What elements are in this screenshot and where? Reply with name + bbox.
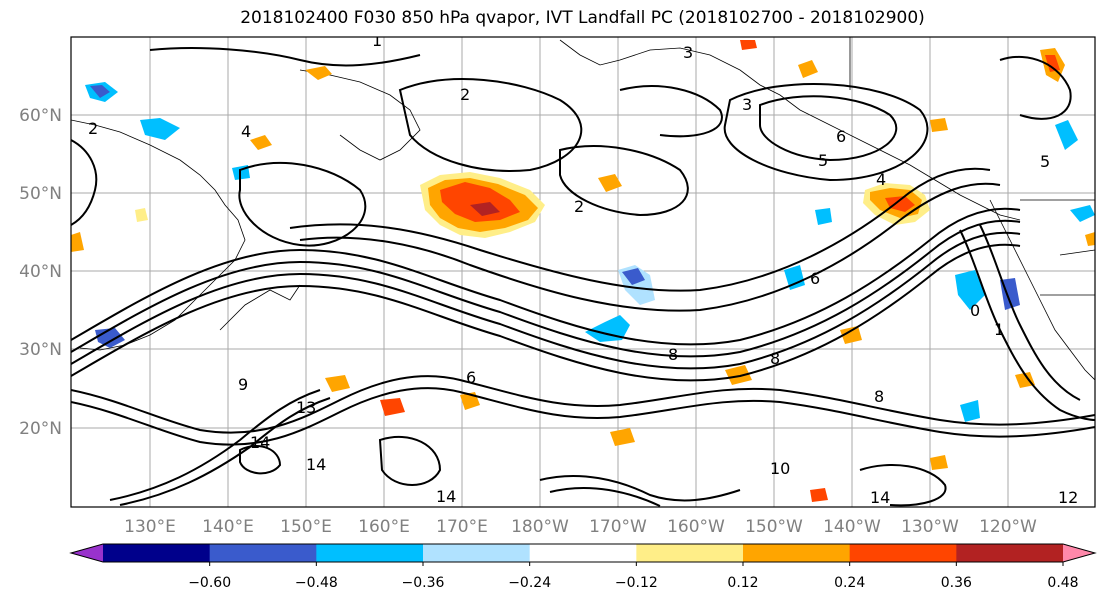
contour-label: 5: [1040, 152, 1050, 171]
colorbar-tick-labels: −0.60 −0.48 −0.36 −0.24 −0.12 0.12 0.24 0.36 0.4…: [188, 575, 1078, 591]
contour-label: 3: [742, 95, 752, 114]
contour-label: 12: [1058, 488, 1078, 507]
colorbar-tick-label: −0.48: [295, 575, 338, 591]
colorbar-outline: [69, 543, 1097, 563]
ivt-contours: [71, 47, 1095, 507]
contour-label: 6: [836, 127, 846, 146]
lon-label: 140°E: [202, 517, 254, 537]
contour-label: 8: [668, 345, 678, 364]
colorbar-segment: [529, 544, 637, 562]
contour-label: 4: [876, 170, 886, 189]
lon-label: 130°E: [124, 517, 176, 537]
colorbar-tick-label: −0.24: [508, 575, 551, 591]
colorbar-segment: [849, 544, 957, 562]
contour-label: 1: [994, 320, 1004, 339]
contour-label: 6: [466, 368, 476, 387]
contour-label: 1: [372, 31, 382, 50]
colorbar-segment: [71, 544, 103, 562]
lon-label: 130°W: [901, 517, 959, 537]
contour-label: 10: [770, 459, 790, 478]
colorbar-tick-label: 0.12: [727, 575, 758, 591]
contour-label: 2: [88, 119, 98, 138]
lon-label: 140°W: [823, 517, 881, 537]
colorbar-segment: [956, 544, 1064, 562]
contour-label: 14: [306, 455, 326, 474]
map-title: 2018102400 F030 850 hPa qvapor, IVT Land…: [240, 8, 925, 28]
lat-label-20n: 20°N: [19, 419, 62, 439]
lon-label: 120°W: [979, 517, 1037, 537]
lon-label: 160°E: [358, 517, 410, 537]
lon-label: 170°W: [589, 517, 647, 537]
colorbar: [69, 543, 1097, 566]
contour-label: 2: [460, 85, 470, 104]
contour-label: 3: [683, 43, 693, 62]
contour-label: 0: [970, 301, 980, 320]
latitude-labels: 60°N 50°N 40°N 30°N 20°N: [19, 106, 62, 439]
colorbar-segment: [209, 544, 317, 562]
colorbar-segment: [316, 544, 424, 562]
contour-label: 14: [870, 488, 890, 507]
colorbar-segment: [743, 544, 851, 562]
lon-label: 160°W: [667, 517, 725, 537]
colorbar-tick-label: −0.12: [615, 575, 658, 591]
contour-labels: 1 3 3 2 4 6 5 4 2 2 6 8 6 9 13 14 14 14 …: [88, 31, 1078, 507]
coastlines: [71, 37, 1095, 381]
lon-label: 150°E: [280, 517, 332, 537]
colorbar-tick-label: −0.60: [188, 575, 231, 591]
colorbar-tick-label: 0.24: [834, 575, 865, 591]
colorbar-tick-label: 0.48: [1047, 575, 1078, 591]
colorbar-tick-label: 0.36: [941, 575, 972, 591]
contour-label: 2: [574, 197, 584, 216]
contour-label: 14: [436, 487, 456, 506]
contour-label: 8: [770, 349, 780, 368]
lat-label-50n: 50°N: [19, 184, 62, 204]
contour-label: 9: [238, 375, 248, 394]
contour-label: 5: [818, 151, 828, 170]
map-plot-area: [71, 37, 1095, 507]
contour-label: 13: [296, 398, 316, 417]
contour-label: 14: [250, 433, 270, 452]
colorbar-segment: [103, 544, 211, 562]
colorbar-segment: [423, 544, 531, 562]
lat-label-30n: 30°N: [19, 340, 62, 360]
lon-label: 150°W: [745, 517, 803, 537]
lon-label: 180°W: [511, 517, 569, 537]
colorbar-tick-label: −0.36: [402, 575, 445, 591]
longitude-labels: 130°E 140°E 150°E 160°E 170°E 180°W 170°…: [124, 517, 1037, 537]
colorbar-segment: [636, 544, 744, 562]
contour-label: 8: [874, 387, 884, 406]
colorbar-segment: [1063, 544, 1095, 562]
lon-label: 170°E: [436, 517, 488, 537]
lat-label-60n: 60°N: [19, 106, 62, 126]
contour-label: 6: [810, 269, 820, 288]
contour-label: 4: [241, 122, 251, 141]
map-frame: [70, 36, 1096, 508]
lat-label-40n: 40°N: [19, 262, 62, 282]
gridlines: [71, 37, 1095, 507]
